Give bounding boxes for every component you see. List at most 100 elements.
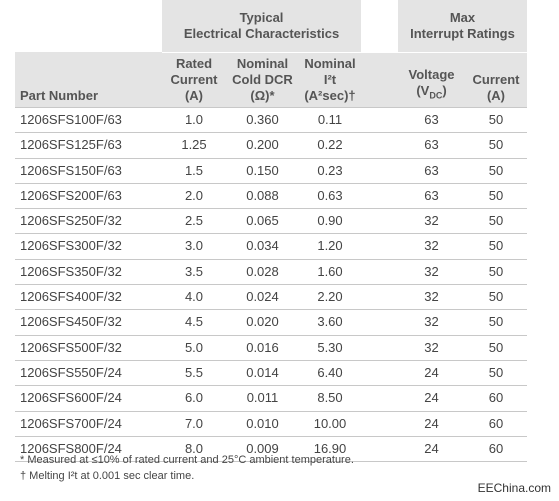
group-header-max-line2: Interrupt Ratings [410,26,515,41]
cell-voltage: 32 [424,238,439,254]
cell-i2t: 2.20 [317,289,343,305]
table-row: 1206SFS100F/63 1.0 0.360 0.11 63 50 [15,107,527,132]
table-row: 1206SFS400F/32 4.0 0.024 2.20 32 50 [15,284,527,309]
cell-i2t: 3.60 [317,314,343,330]
table-row: 1206SFS500F/32 5.0 0.016 5.30 32 50 [15,334,527,360]
cell-current: 50 [488,137,504,153]
table-row: 1206SFS250F/32 2.5 0.065 0.90 32 50 [15,208,527,233]
table-row: 1206SFS700F/24 7.0 0.010 10.00 24 60 [15,410,527,436]
footnote-i2t: † Melting I²t at 0.001 sec clear time. [20,470,195,482]
cell-voltage: 24 [424,390,439,406]
column-header-part-label: Part Number [20,88,99,103]
cell-cold-dcr: 0.065 [246,213,279,229]
col-volt-line1: Voltage [408,67,455,83]
cell-current: 50 [488,314,504,330]
footnote-dcr: * Measured at ≤10% of rated current and … [20,454,354,466]
col-rated-line1: Rated [175,56,213,71]
column-header-voltage: Voltage (VDC) [398,52,465,107]
cell-voltage: 24 [424,364,439,380]
col-i2t-line3: (A²sec)† [304,88,356,103]
cell-part-number: 1206SFS300F/32 [20,238,122,254]
cell-rated-current: 2.5 [184,213,204,229]
cell-i2t: 1.60 [317,263,343,279]
cell-rated-current: 4.5 [184,314,204,330]
col-dcr-line1: Nominal [236,56,289,71]
cell-rated-current: 5.0 [184,339,204,355]
cell-part-number: 1206SFS450F/32 [20,314,122,330]
cell-current: 50 [488,289,504,305]
column-header-i2t: Nominal I²t (A²sec)† [299,52,361,107]
column-header-cold-dcr: Nominal Cold DCR (Ω)* [226,52,299,107]
table-row: 1206SFS800F/24 8.0 0.009 16.90 24 60 [15,435,527,463]
cell-voltage: 63 [424,162,439,178]
cell-voltage: 24 [424,415,439,431]
col-volt-sub: DC [429,91,443,101]
cell-i2t: 6.40 [317,364,343,380]
cell-rated-current: 4.0 [184,289,204,305]
cell-rated-current: 6.0 [184,390,204,406]
cell-voltage: 32 [424,213,439,229]
col-i2t-line2: I²t [323,72,337,87]
cell-voltage: 32 [424,263,439,279]
cell-current: 50 [488,112,504,127]
col-dcr-line3: (Ω)* [250,88,275,103]
column-header-rated-current: Rated Current (A) [162,52,226,107]
group-header-typical-line1: Typical [239,10,284,25]
cell-cold-dcr: 0.088 [246,187,279,203]
group-header-typical-line2: Electrical Characteristics [183,26,340,41]
cell-i2t: 10.00 [313,415,347,431]
footnotes: * Measured at ≤10% of rated current and … [20,452,354,484]
cell-cold-dcr: 0.200 [246,137,279,153]
cell-cold-dcr: 0.016 [246,339,279,355]
cell-cold-dcr: 0.028 [246,263,279,279]
cell-cold-dcr: 0.020 [246,314,279,330]
group-header-typical: Typical Electrical Characteristics [162,0,361,52]
cell-part-number: 1206SFS125F/63 [20,137,122,153]
cell-current: 50 [488,162,504,178]
cell-voltage: 63 [424,187,439,203]
cell-part-number: 1206SFS600F/24 [20,390,122,406]
table-row: 1206SFS125F/63 1.25 0.200 0.22 63 50 [15,132,527,157]
cell-i2t: 0.11 [317,112,343,127]
column-header-current: Current (A) [465,52,527,107]
cell-part-number: 1206SFS800F/24 [20,440,122,456]
table-row: 1206SFS450F/32 4.5 0.020 3.60 32 50 [15,309,527,334]
group-header-max: Max Interrupt Ratings [398,0,527,52]
cell-cold-dcr: 0.360 [246,112,279,127]
cell-cold-dcr: 0.011 [246,390,279,406]
cell-part-number: 1206SFS100F/63 [20,112,122,127]
table-row: 1206SFS300F/32 3.0 0.034 1.20 32 50 [15,233,527,258]
cell-current: 50 [488,213,504,229]
table-row: 1206SFS600F/24 6.0 0.011 8.50 24 60 [15,385,527,410]
cell-i2t: 0.90 [317,213,343,229]
cell-cold-dcr: 0.014 [246,364,279,380]
cell-voltage: 32 [424,339,439,355]
col-curr-line2: (A) [486,88,506,103]
cell-part-number: 1206SFS200F/63 [20,187,122,203]
cell-part-number: 1206SFS550F/24 [20,364,122,380]
group-header-max-line1: Max [449,10,476,25]
cell-voltage: 63 [424,112,439,127]
cell-cold-dcr: 0.024 [246,289,279,305]
header-divider [162,52,527,53]
cell-part-number: 1206SFS350F/32 [20,263,122,279]
cell-rated-current: 2.0 [184,187,204,203]
cell-current: 60 [488,415,504,431]
table-row: 1206SFS200F/63 2.0 0.088 0.63 63 50 [15,182,527,208]
cell-part-number: 1206SFS400F/32 [20,289,122,305]
col-volt-open: (V [416,83,430,99]
cell-voltage: 32 [424,289,439,305]
group-header-row: Typical Electrical Characteristics Max I… [0,0,559,52]
cell-current: 60 [488,390,504,406]
table-row: 1206SFS350F/32 3.5 0.028 1.60 32 50 [15,258,527,284]
cell-cold-dcr: 0.009 [246,440,279,456]
cell-part-number: 1206SFS150F/63 [20,162,122,178]
cell-voltage: 24 [424,440,439,456]
table-row: 1206SFS550F/24 5.5 0.014 6.40 24 50 [15,359,527,385]
col-rated-line3: (A) [184,88,204,103]
cell-i2t: 8.50 [317,390,343,406]
cell-current: 50 [488,339,504,355]
cell-i2t: 16.90 [313,440,347,456]
group-gap [361,0,398,52]
